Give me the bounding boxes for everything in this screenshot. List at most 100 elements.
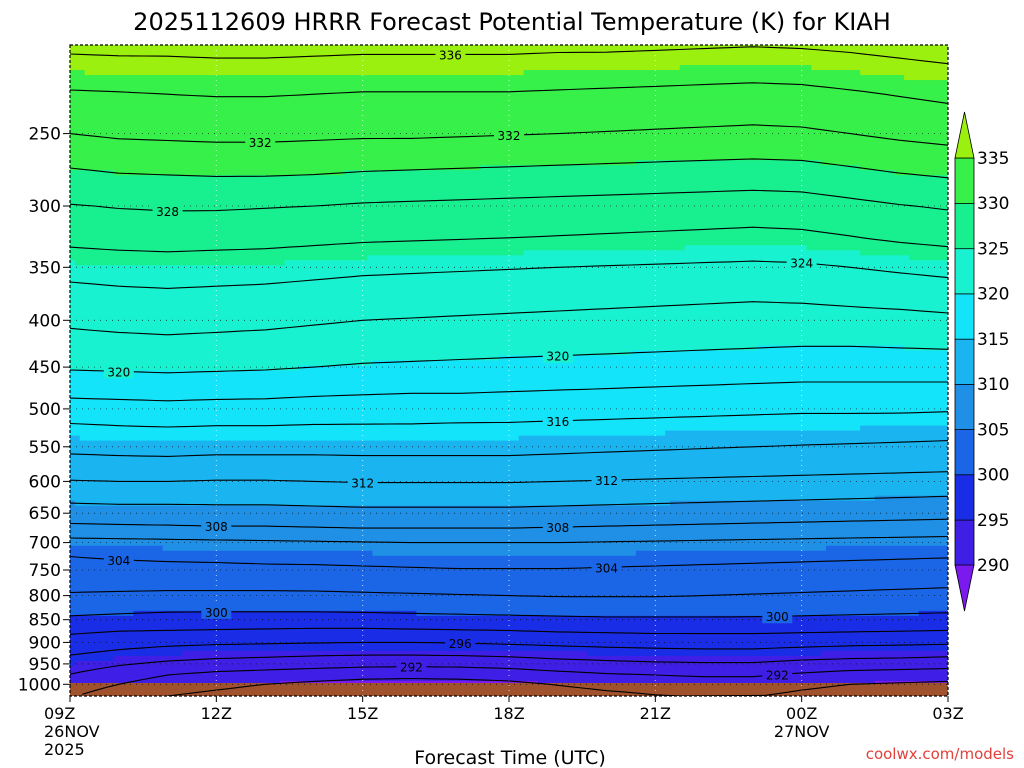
color-cell: [70, 675, 948, 682]
contour-label-bg: [542, 348, 573, 363]
color-cell: [70, 430, 666, 437]
contour-label-bg: [245, 135, 276, 150]
colorbar-label: 310: [977, 375, 1009, 395]
x-tick-label: 26NOV: [44, 722, 100, 741]
contour-label-bg: [396, 659, 427, 674]
color-cell: [70, 330, 948, 337]
contour-label-text: 324: [790, 257, 813, 271]
colorbar-label: 335: [977, 149, 1009, 169]
contour-label: 308: [201, 519, 232, 534]
color-cell: [70, 645, 948, 652]
contour-label-text: 332: [498, 129, 521, 143]
color-cell: [70, 205, 948, 211]
contour-line: [70, 627, 948, 635]
contour-line: [70, 158, 948, 179]
y-tick-label: 500: [29, 400, 61, 420]
contour-line: [70, 555, 948, 570]
contour-label-text: 328: [156, 205, 179, 219]
contour-label-bg: [494, 128, 524, 143]
contour-label-text: 332: [249, 136, 272, 150]
color-cell: [70, 70, 86, 76]
color-cell: [70, 345, 759, 352]
contour-label-bg: [762, 667, 793, 682]
color-cell: [70, 115, 948, 121]
color-cell: [70, 370, 948, 377]
contour-line: [70, 226, 948, 253]
y-tick-label: 800: [29, 587, 61, 607]
color-cell: [74, 500, 671, 507]
contour-line: [70, 189, 948, 212]
colorbar-label: 315: [977, 330, 1009, 350]
color-cell: [70, 80, 948, 86]
contour-line: [70, 471, 948, 484]
contour-label-text: 300: [205, 606, 228, 620]
color-cell: [70, 315, 948, 322]
colorbar-segment: [954, 247, 975, 295]
colorbar-segment: [954, 202, 975, 250]
color-cell: [908, 255, 948, 261]
color-cell: [679, 65, 813, 71]
contour-line: [70, 82, 948, 104]
colorbar-extend-min: [954, 564, 975, 612]
contour-label: 324: [786, 255, 817, 271]
contour-line: [70, 535, 948, 544]
color-cell: [665, 430, 948, 437]
contour-label-text: 312: [351, 477, 374, 491]
color-cell: [70, 335, 948, 342]
color-cell: [70, 185, 948, 191]
colorbar-segment: [954, 157, 975, 204]
color-cell: [70, 340, 948, 347]
y-tick-label: 750: [29, 561, 61, 581]
color-cell: [70, 75, 905, 81]
x-tick-label: 15Z: [347, 704, 378, 723]
colorbar-label: 305: [977, 420, 1009, 440]
contour-label: 320: [542, 348, 573, 364]
color-cell: [70, 410, 948, 417]
color-cell: [79, 435, 520, 442]
color-cell: [70, 65, 681, 71]
color-cell: [70, 595, 948, 602]
color-cell: [70, 650, 183, 657]
color-cell: [70, 120, 948, 126]
color-cell: [70, 365, 300, 372]
colorbar-segment: [954, 474, 975, 521]
colorbar-extend-max: [954, 111, 975, 159]
contour-label: 316: [542, 413, 573, 429]
ground-surface: [70, 683, 948, 696]
color-cell: [70, 630, 948, 637]
color-cell: [70, 575, 948, 582]
colorbar-label: 325: [977, 239, 1009, 259]
contour-labels: 336 332 332 328 324 320 320 316 312 312 308 308 304 3…: [103, 47, 817, 683]
contour-label-text: 292: [400, 661, 423, 675]
color-cell: [70, 255, 369, 261]
color-cell: [479, 165, 861, 171]
color-cell: [70, 55, 948, 61]
contour-line: [70, 301, 948, 336]
color-cell: [70, 470, 948, 477]
color-cell: [70, 490, 948, 497]
y-tick-label: 250: [29, 125, 61, 145]
color-cell: [918, 610, 948, 617]
color-cell: [757, 345, 905, 352]
color-cell: [821, 160, 948, 166]
contour-label-bg: [347, 475, 378, 490]
color-cell: [70, 585, 948, 592]
contour-label-bg: [591, 560, 622, 575]
color-cell: [70, 260, 76, 266]
color-cell: [70, 450, 948, 457]
color-cell: [70, 550, 374, 557]
color-cell: [113, 170, 344, 176]
color-cell: [70, 290, 948, 296]
color-cell: [70, 100, 948, 106]
contour-label-bg: [591, 473, 622, 488]
color-cell: [860, 250, 948, 256]
color-cell: [70, 455, 948, 462]
color-cell: [74, 660, 948, 667]
color-cell: [70, 90, 948, 96]
color-cell: [860, 70, 948, 76]
y-tick-label: 950: [29, 655, 61, 675]
color-cell: [70, 360, 374, 367]
ground-strip: [70, 683, 948, 696]
contour-line: [70, 641, 948, 656]
color-cell: [518, 435, 948, 442]
